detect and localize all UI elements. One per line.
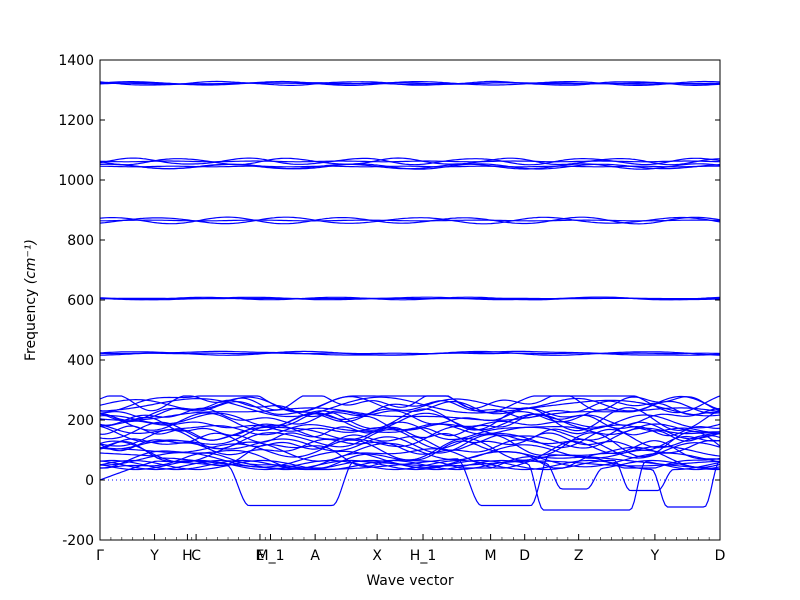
low-band-line-12 [99,421,721,441]
low-band-line-6 [99,438,721,456]
band-line-1-2 [99,157,721,166]
band-line-5-2 [100,350,721,356]
y-tick-label: -200 [62,533,94,549]
x-tick-label: C [191,548,201,564]
x-tick-label: Y [650,548,660,564]
band-line-4-2 [99,296,721,301]
x-tick-label: H [182,548,193,564]
x-tick-label: D [519,548,530,564]
y-axis-ticks: -200 0 200 400 600 800 1000 1200 1400 [58,53,720,549]
band-line-0-2 [99,82,721,85]
y-tick-label: 1200 [58,113,94,129]
y-tick-label: 200 [67,413,94,429]
x-tick-label: X [372,548,382,564]
band-line-3-0 [99,216,721,225]
low-band-line-24 [99,395,721,412]
plot-lines [99,80,721,511]
low-band-line-4 [99,440,721,463]
low-band-line-25 [99,395,721,414]
acoustic-branch-5 [99,459,721,492]
y-tick-label: 400 [67,353,94,369]
low-band-line-11 [99,425,721,444]
x-tick-label: Z [574,548,584,564]
low-band-line-23 [99,395,721,413]
x-tick-label: D [715,548,726,564]
y-tick-label: 1000 [58,173,94,189]
low-band-line-10 [99,424,721,449]
x-tick-label: E [256,548,265,564]
low-band-line-5 [99,437,721,461]
low-band-line-19 [99,407,721,421]
band-line-1-1 [100,160,721,163]
x-tick-label: Y [149,548,159,564]
x-tick-label: H_1 [410,548,436,564]
acoustic-branch-4 [99,459,721,511]
band-line-3-2 [99,216,721,225]
y-tick-label: 800 [67,233,94,249]
x-axis-label: Wave vector [366,573,454,589]
low-band-line-15 [99,412,721,437]
low-band-line-14 [100,420,721,433]
low-band-line-7 [99,430,721,458]
low-band-line-20 [99,400,721,423]
acoustic-branch-6 [99,459,721,508]
band-line-0-0 [99,80,721,86]
x-axis-ticks: Γ Y HC EM_1 A X H_1 M D Z Y D [96,534,725,564]
x-tick-label: Γ [96,548,104,564]
low-band-line-22 [99,396,721,418]
low-band-line-9 [99,428,721,450]
acoustic-branch-3 [99,459,721,490]
x-tick-label: M [485,548,497,564]
band-line-3-1 [100,219,720,222]
x-tick-label: A [310,548,320,564]
band-line-0-3 [99,80,721,86]
y-tick-label: 600 [67,293,94,309]
y-tick-label: 1400 [58,53,94,69]
band-line-2-2 [100,163,721,170]
y-tick-label: 0 [85,473,94,489]
y-axis-label: Frequency (cm⁻¹) [23,239,39,361]
x-tick-label: M_1 [257,548,285,564]
